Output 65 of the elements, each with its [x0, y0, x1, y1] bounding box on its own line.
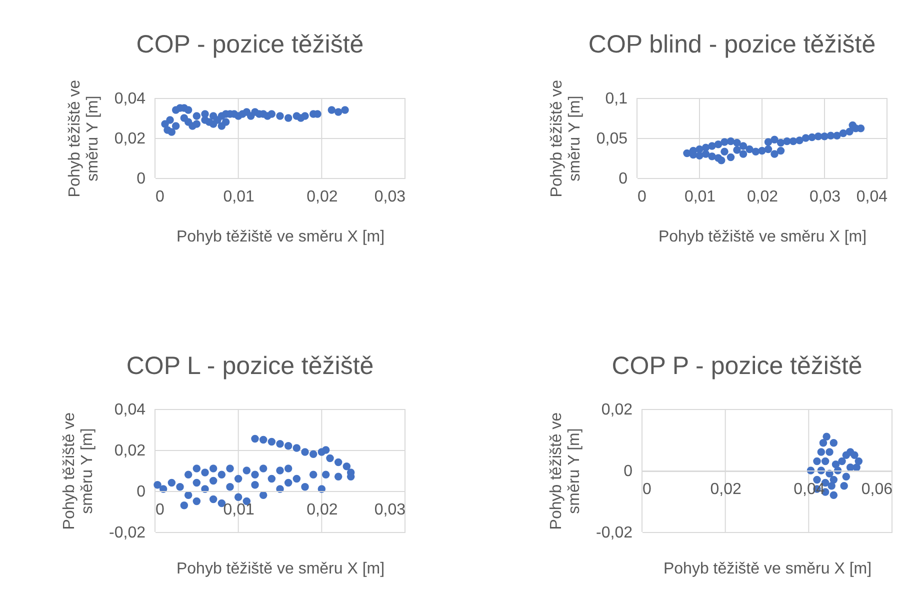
y-tick-label: 0 [618, 170, 628, 188]
y-tick-label: 0,04 [114, 90, 146, 108]
x-tick-label: 0,02 [306, 188, 338, 206]
point [720, 148, 728, 156]
x-tick-label: 0 [638, 188, 646, 206]
x-tick-label: 0,03 [374, 188, 406, 206]
x-tick-label: 0 [642, 481, 652, 498]
x-tick-label: 0,02 [306, 502, 338, 518]
x-axis-title: Pohyb těžiště ve směru X [m] [658, 228, 867, 246]
x-tick-label: 0,04 [856, 188, 888, 206]
point [718, 156, 726, 164]
x-axis-title: Pohyb těžiště ve směru X [m] [176, 560, 385, 578]
point [739, 150, 748, 158]
x-tick-label: 0,02 [710, 481, 742, 498]
point [770, 136, 778, 144]
chart-title: COP - pozice těžiště [136, 30, 364, 58]
point [833, 132, 841, 140]
y-tick-label: 0,04 [114, 402, 146, 418]
point [733, 146, 741, 154]
point [726, 153, 735, 162]
point [776, 138, 785, 147]
y-tick-label: 0,02 [114, 130, 146, 148]
y-axis-title: Pohyb těžiště ve směru Y [m] [548, 412, 584, 530]
x-tick-label: 0,03 [809, 188, 841, 206]
y-tick-label: -0,02 [596, 524, 633, 542]
y-tick-label: 0 [136, 170, 146, 188]
point [764, 138, 772, 146]
point [726, 137, 735, 146]
point [796, 136, 804, 144]
y-tick-label: 0,1 [605, 90, 628, 108]
x-tick-label: 0,03 [374, 502, 406, 518]
y-tick-label: 0 [624, 463, 633, 480]
point [752, 148, 760, 156]
y-axis-title: Pohyb těžiště ve směru Y [m] [61, 412, 96, 530]
point [733, 138, 741, 147]
y-tick-label: 0,02 [601, 402, 633, 418]
point [776, 146, 785, 155]
chart-title: COP P - pozice těžiště [612, 352, 862, 380]
point [739, 142, 748, 150]
chart-title: COP L - pozice těžiště [126, 352, 374, 380]
point [839, 129, 848, 138]
point [714, 140, 722, 148]
x-axis-title: Pohyb těžiště ve směru X [m] [663, 560, 872, 578]
x-tick-label: 0,01 [684, 188, 716, 206]
x-tick-label: 0 [156, 502, 164, 518]
chart-title: COP blind - pozice těžiště [588, 30, 876, 58]
point [764, 145, 772, 154]
y-tick-label: 0,05 [596, 130, 628, 148]
y-tick-label: 0,02 [114, 442, 146, 460]
x-tick-label: 0,02 [746, 188, 778, 206]
x-tick-label: 0,06 [861, 481, 893, 498]
x-tick-label: 0 [156, 188, 164, 206]
y-tick-label: -0,02 [109, 524, 146, 542]
point [770, 150, 778, 158]
point [702, 150, 710, 158]
x-axis-title: Pohyb těžiště ve směru X [m] [176, 228, 385, 246]
point [696, 152, 704, 160]
point [758, 146, 766, 155]
y-axis-title: Pohyb těžiště ve směru Y [m] [66, 80, 102, 198]
x-tick-label: 0,01 [223, 188, 255, 206]
point [746, 145, 754, 154]
point [846, 128, 854, 136]
y-axis-title: Pohyb těžiště ve směru Y [m] [548, 80, 584, 198]
point [708, 152, 716, 160]
x-tick-label: 0,01 [223, 502, 255, 518]
